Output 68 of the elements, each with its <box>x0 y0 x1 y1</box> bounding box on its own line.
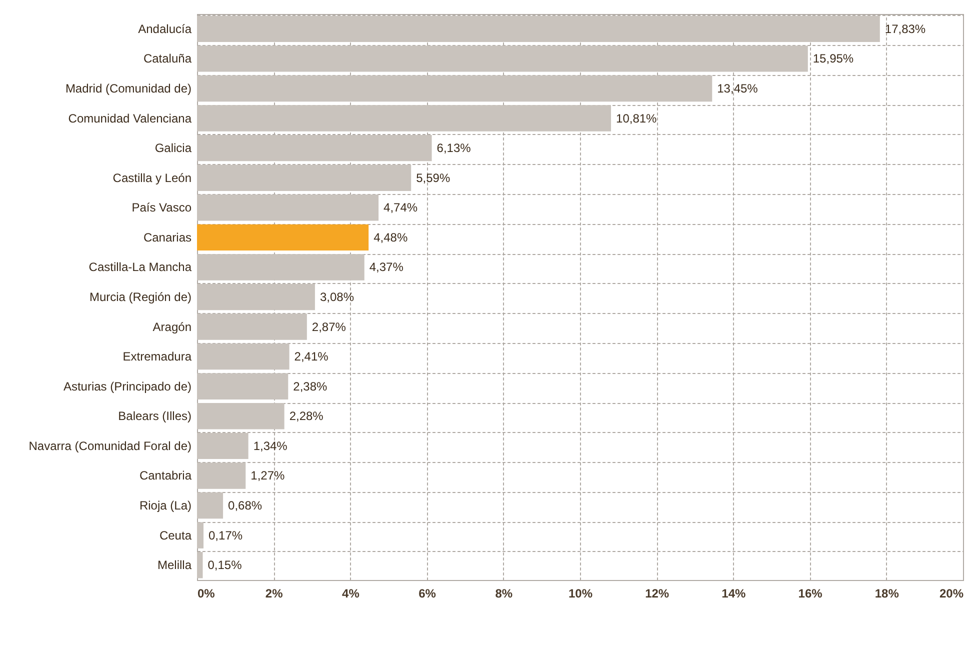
bar <box>197 343 290 370</box>
data-label: 13,45% <box>717 81 758 96</box>
data-label: 2,87% <box>312 320 346 334</box>
x-tick-label: 20% <box>939 586 964 600</box>
bar <box>197 552 203 578</box>
y-tick-label: Extremadura <box>122 350 192 364</box>
data-label: 1,27% <box>250 468 285 483</box>
bar <box>197 194 379 221</box>
data-label: 6,13% <box>436 141 472 156</box>
bar <box>197 403 284 430</box>
data-label: 4,48% <box>374 230 408 244</box>
y-tick-label: Asturias (Principado de) <box>63 379 192 394</box>
bar <box>197 254 364 280</box>
y-tick-label: Andalucía <box>138 22 192 36</box>
y-tick-label: Comunidad Valenciana <box>68 111 192 126</box>
y-tick-label: Castilla-La Mancha <box>88 260 192 274</box>
y-tick-label: Rioja (La) <box>139 498 192 513</box>
y-tick-label: Ceuta <box>159 528 192 542</box>
data-label: 0,15% <box>208 558 242 572</box>
bar <box>197 432 248 460</box>
y-tick-label: Navarra (Comunidad Foral de) <box>28 438 192 453</box>
y-tick-label: Aragón <box>152 320 192 334</box>
data-label: 15,95% <box>812 52 854 66</box>
y-tick-label: Galicia <box>154 141 192 156</box>
bar <box>197 75 712 102</box>
data-label: 4,74% <box>384 200 418 215</box>
bar <box>197 314 307 340</box>
x-tick-label: 0% <box>198 586 216 600</box>
data-label: 2,28% <box>289 409 324 424</box>
x-tick-label: 14% <box>722 586 746 600</box>
y-tick-label: Cantabria <box>139 468 192 483</box>
y-tick-label: Canarias <box>143 230 192 244</box>
bar <box>197 492 224 519</box>
data-label: 5,59% <box>416 170 450 185</box>
data-label: 2,41% <box>294 350 329 364</box>
data-label: 0,68% <box>228 498 262 513</box>
y-tick-label: Madrid (Comunidad de) <box>65 81 192 96</box>
data-label: 1,34% <box>253 438 288 453</box>
bar <box>197 224 369 251</box>
bar <box>197 284 315 310</box>
x-tick-label: 16% <box>798 586 823 600</box>
x-tick-label: 8% <box>495 586 513 600</box>
bar <box>197 105 612 132</box>
y-tick-label: Balears (Illes) <box>118 409 192 424</box>
data-label: 10,81% <box>616 111 658 126</box>
bar <box>197 522 204 548</box>
x-tick-label: 10% <box>568 586 593 600</box>
data-label: 3,08% <box>320 290 354 304</box>
y-tick-label: Castilla y León <box>112 170 192 185</box>
data-label: 17,83% <box>884 22 926 36</box>
bar <box>197 373 288 400</box>
y-tick-label: Murcia (Región de) <box>89 290 192 304</box>
y-tick-label: País Vasco <box>132 200 192 215</box>
data-label: 0,17% <box>208 528 243 542</box>
y-tick-label: Cataluña <box>143 52 192 66</box>
x-tick-label: 12% <box>645 586 670 600</box>
bar <box>197 134 432 162</box>
bar <box>197 16 880 42</box>
data-label: 2,38% <box>293 379 328 394</box>
x-tick-label: 4% <box>342 586 360 600</box>
x-tick-label: 2% <box>265 586 284 600</box>
bar <box>197 164 412 191</box>
data-label: 4,37% <box>369 260 404 274</box>
bar <box>197 46 808 72</box>
bar <box>197 462 246 489</box>
y-tick-label: Melilla <box>157 558 192 572</box>
x-tick-label: 18% <box>874 586 900 600</box>
x-tick-label: 6% <box>418 586 436 600</box>
